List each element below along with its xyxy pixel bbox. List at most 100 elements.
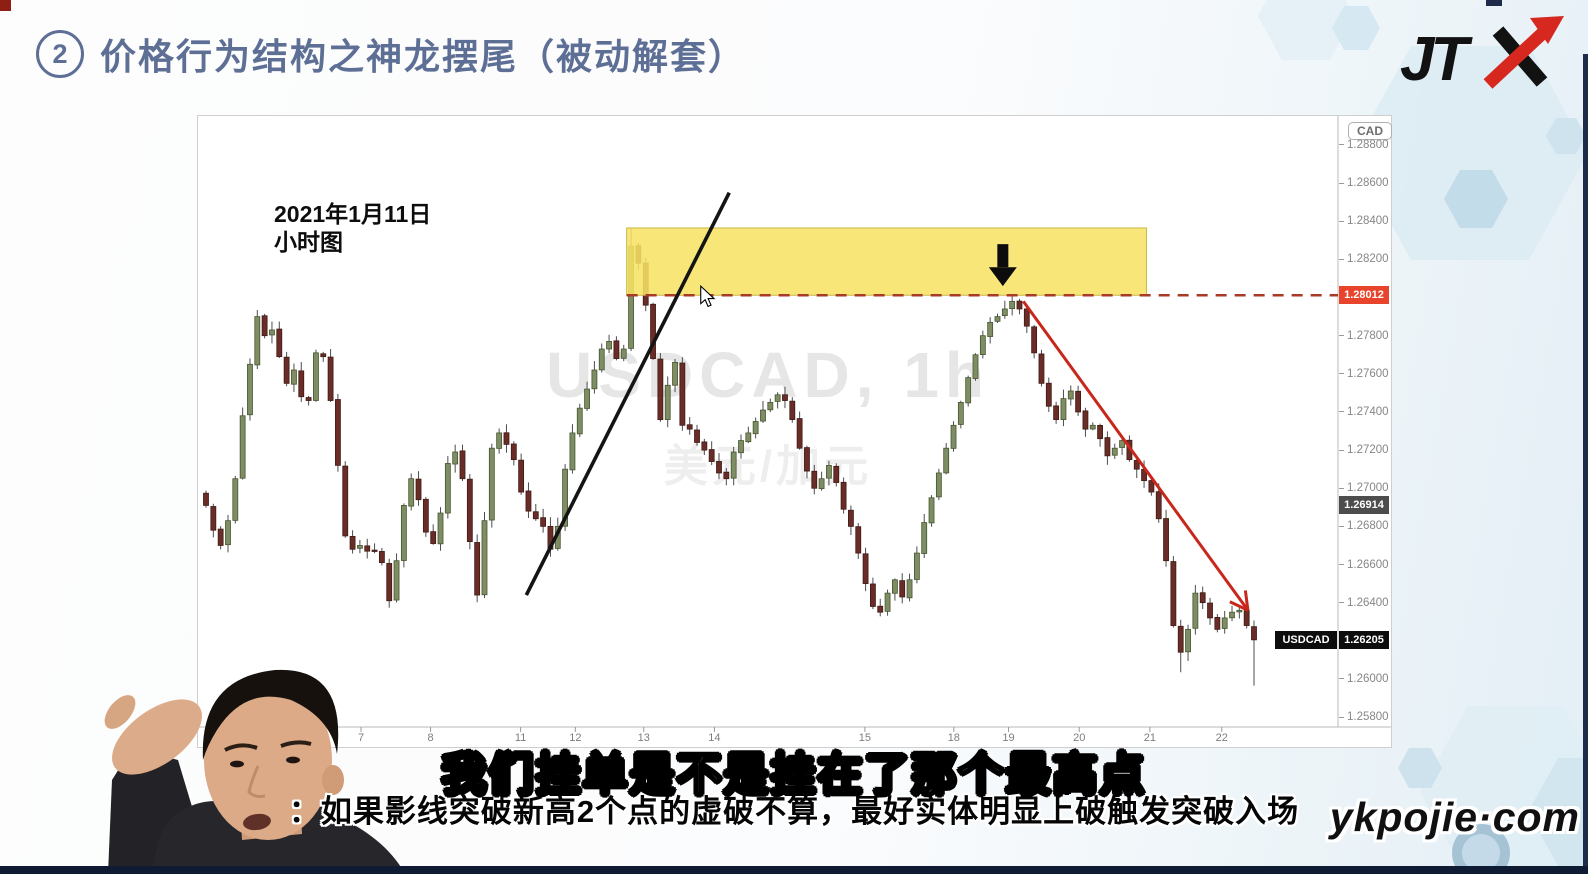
candle-body xyxy=(752,421,759,435)
candle-body xyxy=(1060,398,1067,420)
candle-body xyxy=(269,329,275,336)
right-edge-strip xyxy=(1583,54,1588,874)
candle-body xyxy=(716,461,722,474)
candle-body xyxy=(1023,308,1030,327)
candle-body xyxy=(606,341,612,350)
candle-body xyxy=(782,394,788,401)
price-tick: 1.28800 xyxy=(1339,138,1389,152)
candle-body xyxy=(335,399,341,466)
candle-body xyxy=(899,580,906,598)
candle-body xyxy=(415,478,422,501)
candlestick-plot xyxy=(198,116,1391,732)
candle-body xyxy=(708,449,715,462)
annotation-date: 2021年1月11日 xyxy=(274,201,432,227)
candle-body xyxy=(1038,353,1045,384)
down-arrow-stem-icon xyxy=(997,244,1009,268)
time-tick-label: 7 xyxy=(357,732,365,744)
candle-body xyxy=(459,450,466,480)
time-tick-label: 19 xyxy=(1002,732,1015,744)
time-tick-label: 15 xyxy=(858,732,872,744)
candle-body xyxy=(1155,491,1162,520)
candle-body xyxy=(950,424,957,449)
highlight-zone xyxy=(626,227,1147,296)
hexagon-decoration xyxy=(1398,748,1442,788)
candle-body xyxy=(444,463,451,514)
candle-body xyxy=(247,363,253,416)
candle-body xyxy=(884,592,891,612)
candle-body xyxy=(943,447,950,474)
candle-body xyxy=(1111,447,1118,456)
candle-body xyxy=(928,497,935,524)
candle-body xyxy=(1031,326,1038,354)
candle-body xyxy=(1016,300,1023,310)
price-tick: 1.27000 xyxy=(1339,481,1389,495)
candle-body xyxy=(686,424,693,430)
subtitle-note-line: ：如果影线突破新高2个点的虚破不算，最好实体明显上破触发突破入场 xyxy=(288,794,1300,829)
candle-body xyxy=(210,506,217,531)
candle-body xyxy=(1075,390,1082,413)
candle-body xyxy=(848,509,854,527)
candle-body xyxy=(1148,480,1155,493)
candle-body xyxy=(437,512,444,545)
candle-body xyxy=(320,353,327,358)
candle-body xyxy=(987,321,994,337)
candle-body xyxy=(1163,518,1169,562)
price-tick: 1.26000 xyxy=(1339,672,1389,686)
price-tick: 1.26400 xyxy=(1339,596,1389,610)
presenter-nose xyxy=(247,765,266,798)
candle-body xyxy=(510,443,517,461)
candle-body xyxy=(1045,382,1052,407)
candle-body xyxy=(972,354,979,379)
candle-body xyxy=(796,418,803,449)
subtitle-main-line: 我们挂单是不是挂在了那个最高点 xyxy=(440,748,1147,801)
price-tick: 1.25800 xyxy=(1339,710,1389,724)
candle-body xyxy=(1170,561,1177,626)
price-tick: 1.26600 xyxy=(1339,558,1389,572)
candle-body xyxy=(261,315,268,337)
candle-body xyxy=(957,402,964,425)
candle-body xyxy=(291,369,297,385)
candle-body xyxy=(400,505,407,561)
currency-badge[interactable]: CAD xyxy=(1348,122,1392,140)
candle-body xyxy=(913,552,920,580)
candle-body xyxy=(862,553,869,584)
candle-body xyxy=(357,545,363,549)
candle-body xyxy=(870,583,876,607)
candle-body xyxy=(430,531,437,544)
slide-number: 2 xyxy=(52,38,68,69)
candle-body xyxy=(496,432,503,449)
candle-body xyxy=(225,520,231,546)
presenter-eyebrow xyxy=(224,743,258,752)
last-price-symbol-label: USDCAD xyxy=(1275,630,1337,649)
candle-body xyxy=(811,470,818,489)
page-title: 价格行为结构之神龙摆尾（被动解套） xyxy=(100,36,747,77)
price-tick: 1.28600 xyxy=(1339,176,1389,190)
price-tick: 1.28400 xyxy=(1339,214,1389,228)
trend-line xyxy=(524,191,731,596)
candle-body xyxy=(906,579,913,599)
candle-body xyxy=(576,407,583,435)
time-tick-label: 12 xyxy=(569,732,582,744)
candle-body xyxy=(833,465,840,483)
candle-body xyxy=(371,549,378,552)
candle-body xyxy=(745,432,752,443)
price-tick: 1.26800 xyxy=(1339,519,1389,533)
candle-body xyxy=(481,520,488,596)
presenter-mouth xyxy=(243,813,271,831)
time-tick-label: 22 xyxy=(1215,732,1228,744)
candle-body xyxy=(664,384,671,420)
candle-body xyxy=(1221,617,1228,629)
price-label-breakout-level: 1.28012 xyxy=(1339,286,1389,305)
time-tick-label: 13 xyxy=(637,732,650,744)
candle-body xyxy=(217,528,224,546)
candle-body xyxy=(921,522,928,554)
candle-body xyxy=(891,579,898,594)
candle-body xyxy=(1119,440,1125,448)
candle-body xyxy=(657,358,664,420)
bottom-edge-strip xyxy=(0,866,1588,874)
candle-body xyxy=(1229,611,1235,619)
presenter-eyebrow xyxy=(280,740,312,748)
candle-body xyxy=(488,447,495,521)
candle-body xyxy=(774,394,781,402)
